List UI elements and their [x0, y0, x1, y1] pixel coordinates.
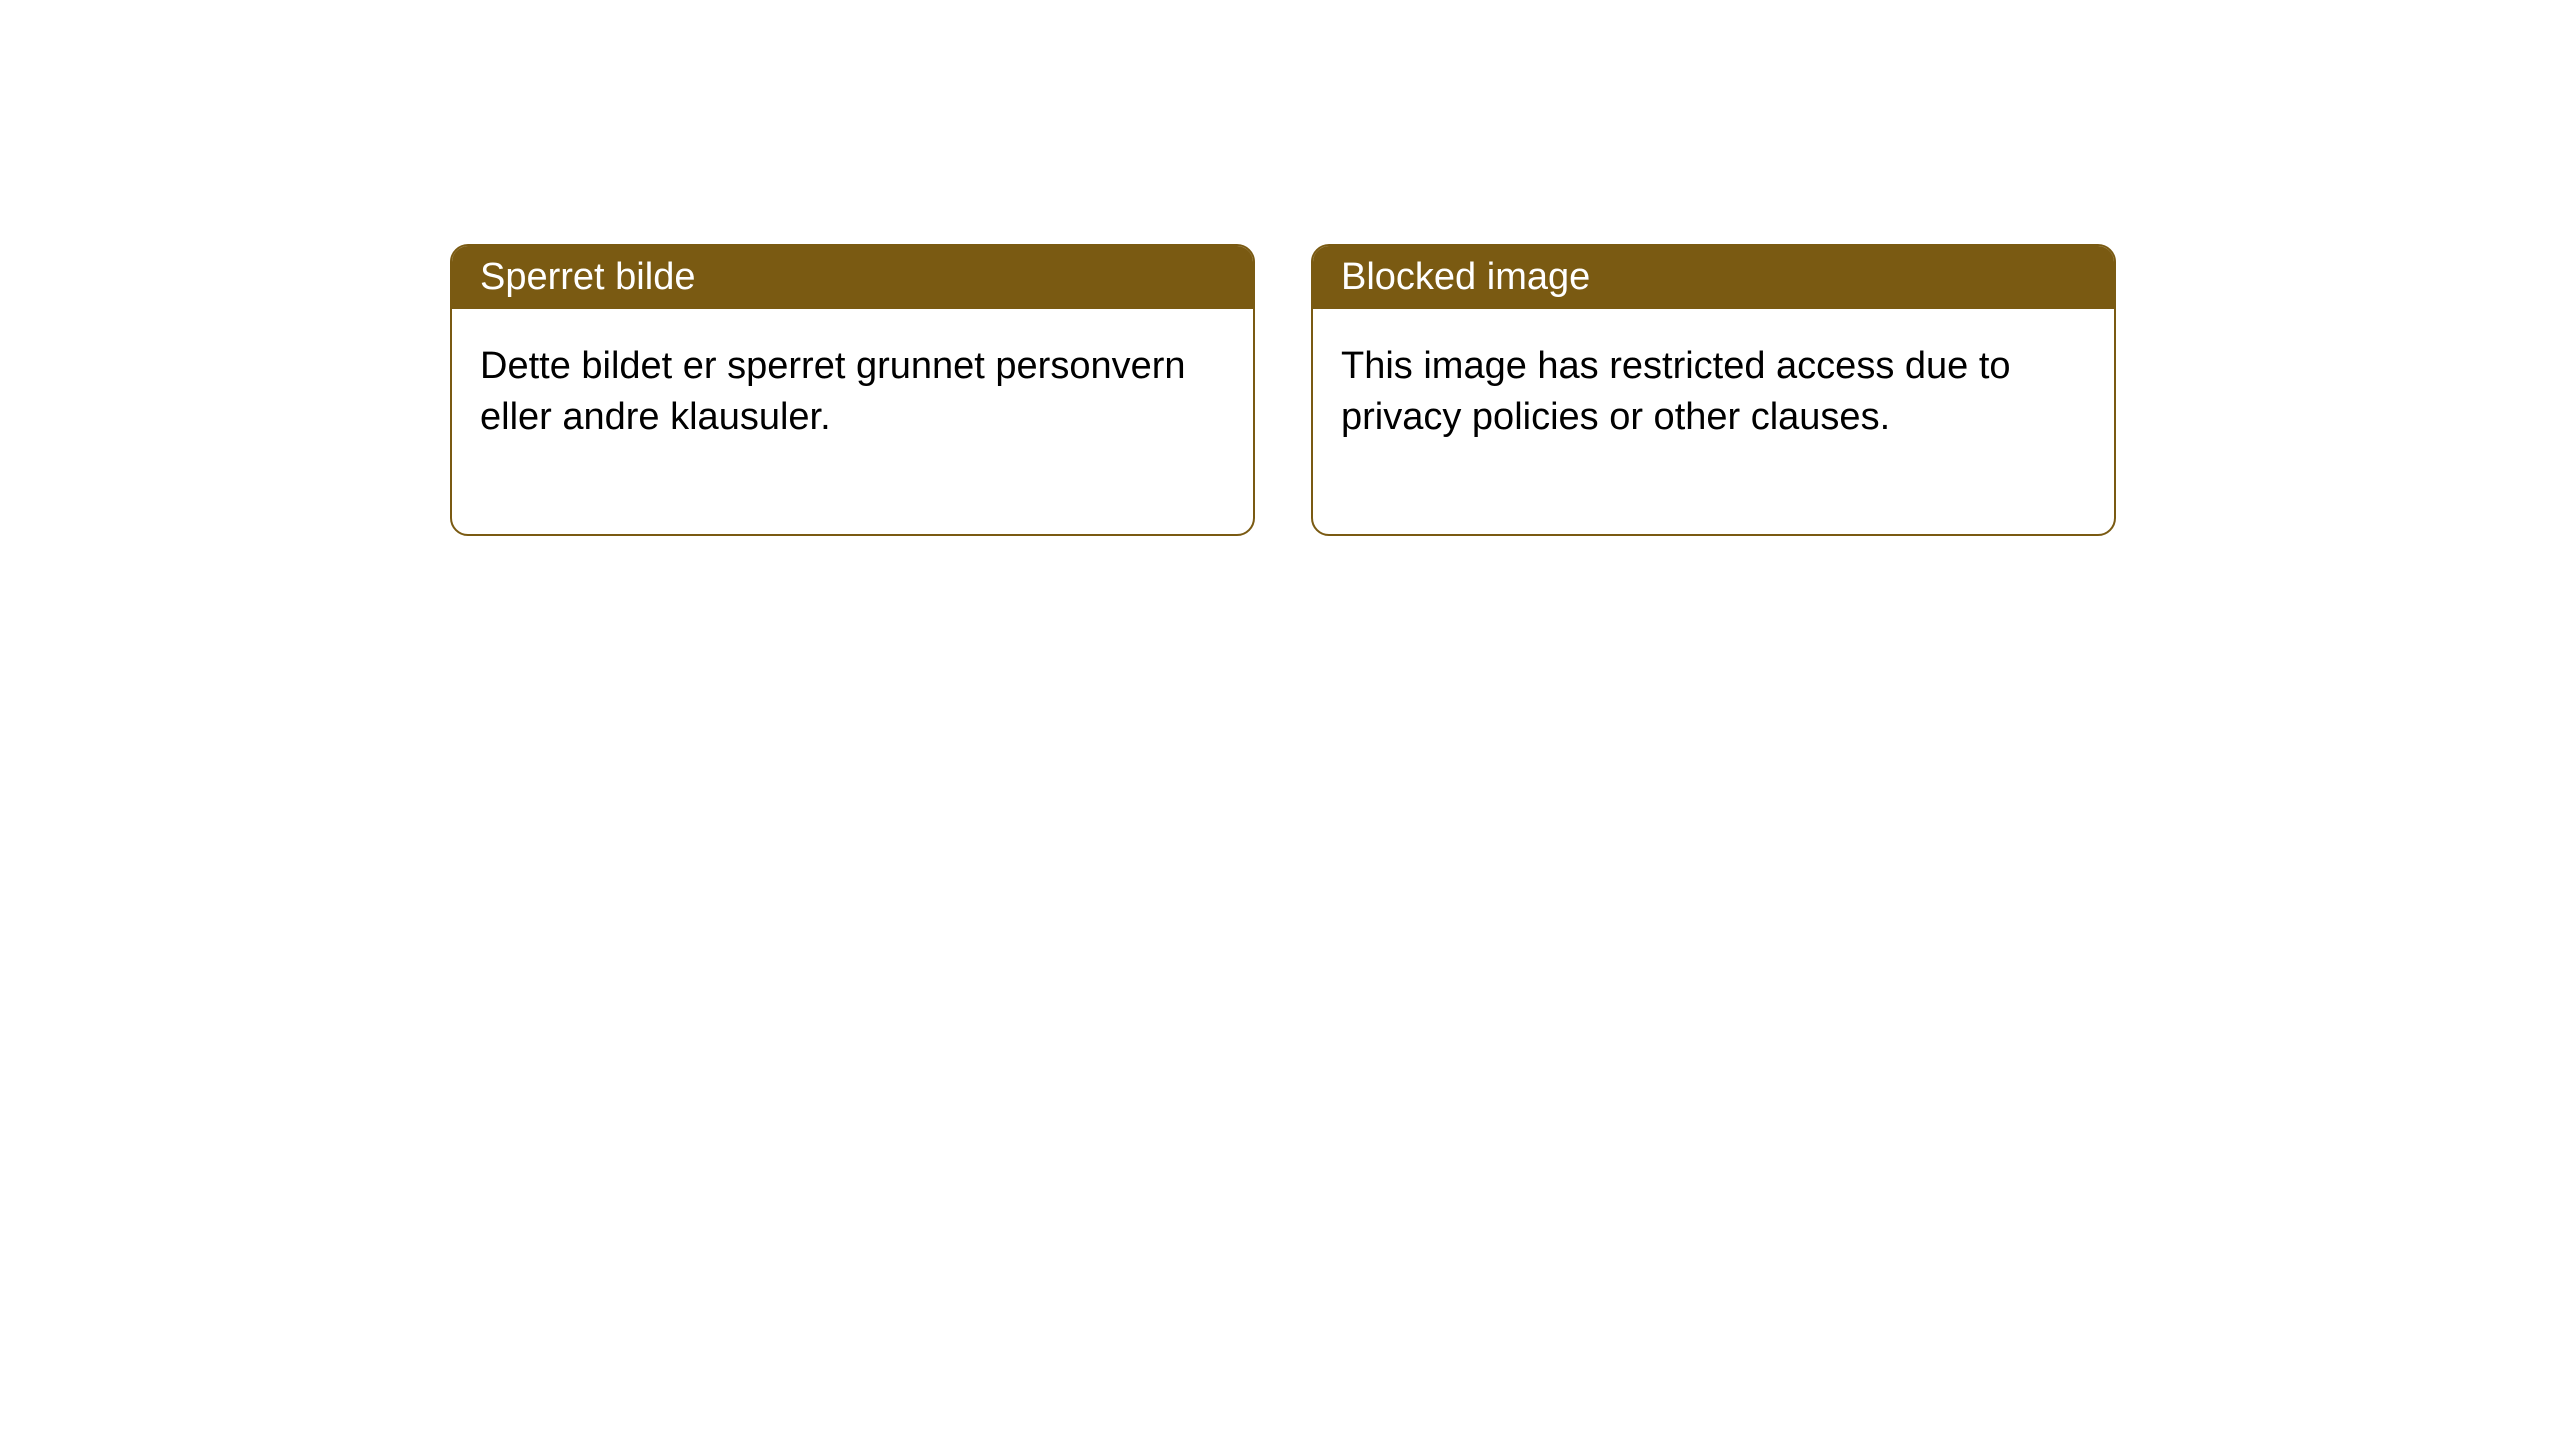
notice-card-english: Blocked image This image has restricted …: [1311, 244, 2116, 536]
notice-cards-container: Sperret bilde Dette bildet er sperret gr…: [0, 0, 2560, 536]
notice-card-body: Dette bildet er sperret grunnet personve…: [452, 309, 1253, 534]
notice-card-title: Blocked image: [1313, 246, 2114, 309]
notice-card-body: This image has restricted access due to …: [1313, 309, 2114, 534]
notice-card-title: Sperret bilde: [452, 246, 1253, 309]
notice-card-norwegian: Sperret bilde Dette bildet er sperret gr…: [450, 244, 1255, 536]
